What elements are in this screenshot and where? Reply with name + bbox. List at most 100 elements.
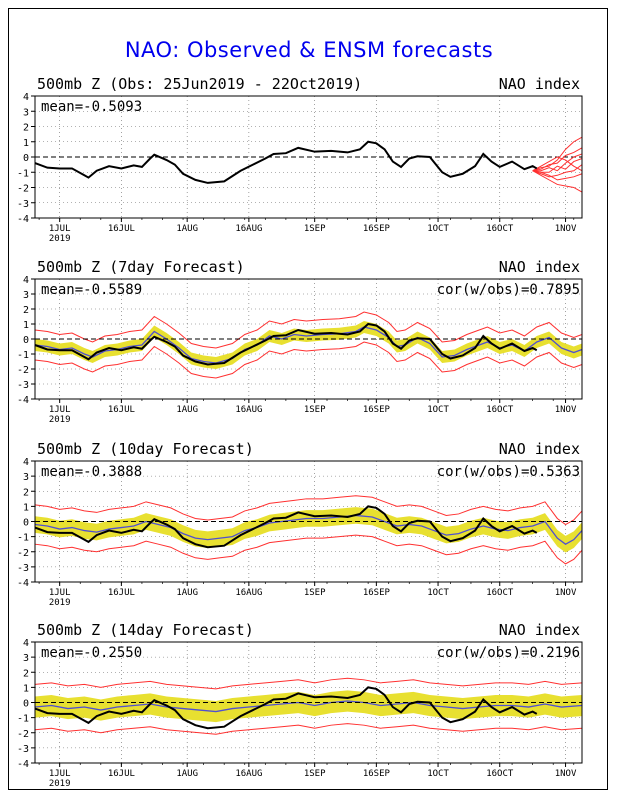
observed-line [34,505,538,549]
forecast-plume-line [532,136,583,172]
x-tick-label: 16JUL [108,769,135,779]
cor-label: cor(w/obs)=0.2196 [437,645,580,661]
forecast-plume-line [532,164,583,178]
range-line-upper [34,311,583,349]
y-tick-label: -2 [17,729,29,740]
observed-line [34,322,538,366]
y-tick-label: -3 [17,199,29,210]
x-tick-label: 1JUL [49,405,71,415]
y-tick-label: -2 [17,548,29,559]
mean-label: mean=-0.3888 [41,464,142,480]
x-tick-label: 1OCT [427,769,449,779]
x-tick-label: 1AUG [176,588,198,598]
forecast-plume-line [532,170,583,181]
y-tick-label: -2 [17,184,29,195]
y-tick-label: -4 [17,759,29,770]
x-tick-label: 16SEP [363,769,391,779]
y-tick-label: 3 [23,107,29,118]
y-tick-label: -3 [17,380,29,391]
x-tick-label: 1SEP [304,769,326,779]
x-tick-label: 1OCT [427,588,449,598]
y-tick-label: 2 [23,668,29,679]
x-tick-label: 1NOV [555,224,577,234]
year-label: 2019 [49,598,71,608]
y-tick-label: 4 [23,92,29,103]
x-tick-label: 16AUG [235,769,262,779]
x-tick-label: 1JUL [49,588,71,598]
y-tick-label: -3 [17,744,29,755]
y-tick-label: 0 [23,699,29,710]
x-tick-label: 1AUG [176,224,198,234]
x-tick-label: 1JUL [49,769,71,779]
panel-4 [31,641,583,767]
x-tick-label: 1NOV [555,769,577,779]
range-line-lower [34,341,583,379]
forecast-plume-line [532,147,583,172]
cor-label: cor(w/obs)=0.7895 [437,282,580,298]
mean-label: mean=-0.2550 [41,645,142,661]
x-tick-label: 1SEP [304,224,326,234]
observed-line [34,686,538,730]
x-tick-label: 1NOV [555,405,577,415]
panel-3 [31,460,583,586]
y-tick-label: -1 [17,714,29,725]
y-tick-label: 0 [23,335,29,346]
figure-frame [8,8,608,790]
figure-title: NAO: Observed & ENSM forecasts [124,38,494,62]
forecast-plume-line [532,170,583,193]
x-tick-label: 1JUL [49,224,71,234]
observed-line [34,140,538,184]
y-tick-label: 1 [23,502,29,513]
y-tick-label: 2 [23,487,29,498]
y-tick-label: 0 [23,518,29,529]
y-tick-label: 2 [23,305,29,316]
y-tick-label: -1 [17,168,29,179]
x-tick-label: 1AUG [176,405,198,415]
y-tick-label: -4 [17,214,29,225]
x-tick-label: 16JUL [108,224,135,234]
x-tick-label: 16AUG [235,224,262,234]
panel-right-label: NAO index [499,258,580,276]
y-tick-label: 3 [23,472,29,483]
y-tick-label: 0 [23,153,29,164]
y-tick-label: -4 [17,578,29,589]
y-tick-label: 1 [23,683,29,694]
spread-band [35,507,582,553]
panel-title: 500mb Z (14day Forecast) [37,621,254,639]
y-tick-label: 4 [23,275,29,286]
spread-band [35,321,582,369]
y-tick-label: 2 [23,123,29,134]
panel-title: 500mb Z (10day Forecast) [37,440,254,458]
panel-right-label: NAO index [499,621,580,639]
forecast-plume-line [532,153,583,172]
mean-label: mean=-0.5093 [41,99,142,115]
x-tick-label: 16OCT [486,405,514,415]
cor-label: cor(w/obs)=0.5363 [437,464,580,480]
x-tick-label: 16SEP [363,588,391,598]
x-tick-label: 1NOV [555,588,577,598]
x-tick-label: 16AUG [235,588,262,598]
x-tick-label: 1SEP [304,588,326,598]
range-line-upper [34,677,583,690]
x-tick-label: 16SEP [363,224,391,234]
range-line-lower [34,723,583,735]
x-tick-label: 16JUL [108,405,135,415]
x-tick-label: 1SEP [304,405,326,415]
x-tick-label: 16OCT [486,769,514,779]
y-tick-label: -1 [17,350,29,361]
panel-2 [31,278,583,403]
y-tick-label: 3 [23,653,29,664]
x-tick-label: 16OCT [486,588,514,598]
y-tick-label: 3 [23,290,29,301]
panel-right-label: NAO index [499,75,580,93]
panel-title: 500mb Z (7day Forecast) [37,258,245,276]
y-tick-label: -1 [17,533,29,544]
y-tick-label: 4 [23,457,29,468]
x-tick-label: 1OCT [427,224,449,234]
y-tick-label: -2 [17,365,29,376]
y-tick-label: 4 [23,638,29,649]
year-label: 2019 [49,415,71,425]
range-line-lower [34,534,583,565]
x-tick-label: 16AUG [235,405,262,415]
